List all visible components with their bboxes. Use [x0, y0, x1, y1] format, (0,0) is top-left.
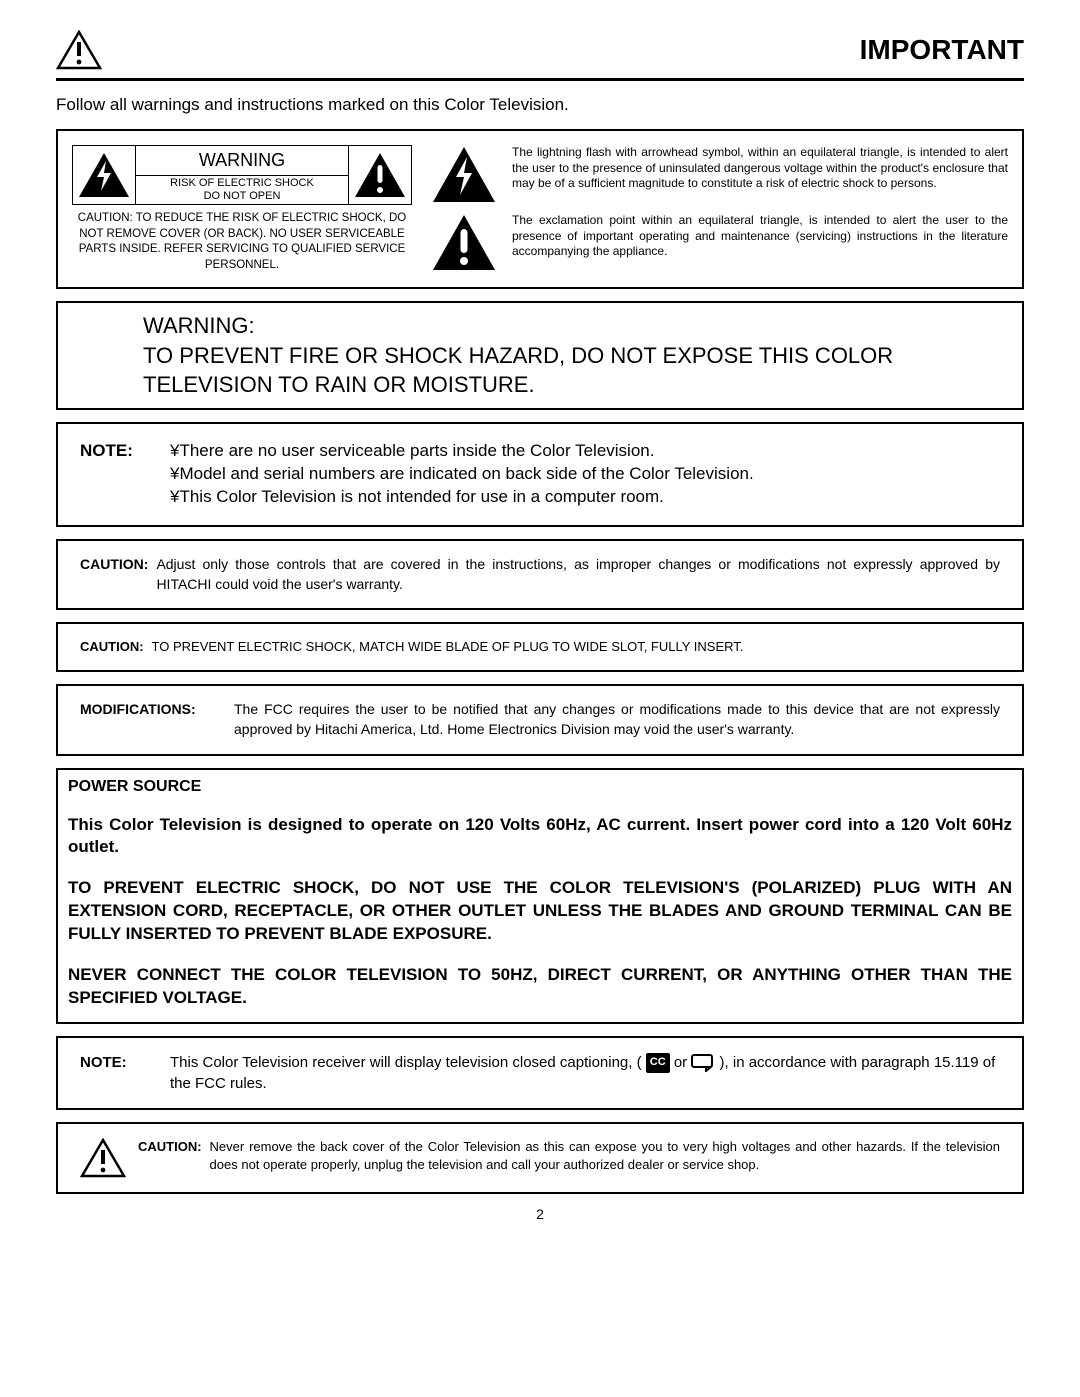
warning-panel: WARNING RISK OF ELECTRIC SHOCK DO NOT OP… [56, 129, 1024, 289]
modifications-box: MODIFICATIONS: The FCC requires the user… [56, 684, 1024, 755]
page: IMPORTANT Follow all warnings and instru… [0, 0, 1080, 1242]
warning-caution-text: CAUTION: TO REDUCE THE RISK OF ELECTRIC … [72, 211, 412, 273]
exclamation-triangle-icon [349, 146, 411, 204]
power-source-p3: NEVER CONNECT THE COLOR TELEVISION TO 50… [68, 964, 1012, 1010]
caution-row: CAUTION: TO PREVENT ELECTRIC SHOCK, MATC… [72, 634, 1008, 660]
note2-row: NOTE: This Color Television receiver wil… [72, 1048, 1008, 1098]
note-box-1: NOTE: ¥There are no user serviceable par… [56, 422, 1024, 527]
note-item: ¥Model and serial numbers are indicated … [170, 463, 754, 486]
modifications-row: MODIFICATIONS: The FCC requires the user… [72, 696, 1008, 743]
caution-label: CAUTION: [138, 1138, 202, 1173]
warning-mid: WARNING RISK OF ELECTRIC SHOCK DO NOT OP… [135, 146, 349, 204]
icon-description-column: The lightning flash with arrowhead symbo… [430, 145, 1008, 273]
page-number: 2 [56, 1206, 1024, 1222]
note-items: ¥There are no user serviceable parts ins… [170, 440, 754, 509]
note-item-text: Model and serial numbers are indicated o… [179, 464, 753, 483]
power-source-p2: TO PREVENT ELECTRIC SHOCK, DO NOT USE TH… [68, 877, 1012, 946]
lightning-triangle-icon [73, 146, 135, 204]
big-warning-box: WARNING: TO PREVENT FIRE OR SHOCK HAZARD… [56, 301, 1024, 410]
caution-label: CAUTION: [80, 555, 148, 594]
cc-badge-icon: CC [646, 1053, 670, 1072]
caution-text: Never remove the back cover of the Color… [210, 1138, 1000, 1173]
warning-outline-icon [56, 30, 102, 70]
warning-sub-line-2: DO NOT OPEN [204, 190, 281, 203]
warning-title: WARNING [136, 146, 348, 176]
power-source-p1: This Color Television is designed to ope… [68, 814, 1012, 860]
modifications-text: The FCC requires the user to be notified… [234, 700, 1000, 739]
warning-subtitle: RISK OF ELECTRIC SHOCK DO NOT OPEN [136, 176, 348, 205]
note-item-text: This Color Television is not intended fo… [179, 487, 663, 506]
intro-text: Follow all warnings and instructions mar… [56, 95, 1024, 115]
note-row: NOTE: ¥There are no user serviceable par… [72, 434, 1008, 515]
warning-header: WARNING RISK OF ELECTRIC SHOCK DO NOT OP… [72, 145, 412, 205]
exclamation-description-row: The exclamation point within an equilate… [430, 213, 1008, 273]
note-item: ¥This Color Television is not intended f… [170, 486, 754, 509]
note-item: ¥There are no user serviceable parts ins… [170, 440, 754, 463]
note-item-text: There are no user serviceable parts insi… [179, 441, 654, 460]
caution-box-2: CAUTION: TO PREVENT ELECTRIC SHOCK, MATC… [56, 622, 1024, 672]
big-warning-heading: WARNING: [143, 311, 937, 341]
exclamation-triangle-icon [430, 213, 498, 273]
power-source-title: POWER SOURCE [68, 778, 1012, 796]
exclamation-description: The exclamation point within an equilate… [512, 213, 1008, 260]
note-box-2: NOTE: This Color Television receiver wil… [56, 1036, 1024, 1110]
note2-text-part-a: This Color Television receiver will disp… [170, 1054, 642, 1071]
final-caution-row: CAUTION: Never remove the back cover of … [72, 1134, 1008, 1182]
lightning-description-row: The lightning flash with arrowhead symbo… [430, 145, 1008, 205]
caution-box-3: CAUTION: Never remove the back cover of … [56, 1122, 1024, 1194]
modifications-label: MODIFICATIONS: [80, 700, 220, 739]
caution-text: Adjust only those controls that are cove… [156, 555, 1000, 594]
final-caution-content: CAUTION: Never remove the back cover of … [138, 1138, 1000, 1173]
big-warning-body: TO PREVENT FIRE OR SHOCK HAZARD, DO NOT … [143, 341, 937, 400]
power-source-box: POWER SOURCE This Color Television is de… [56, 768, 1024, 1025]
note2-text-part-b: or [674, 1054, 692, 1071]
lightning-description: The lightning flash with arrowhead symbo… [512, 145, 1008, 192]
warning-block: WARNING RISK OF ELECTRIC SHOCK DO NOT OP… [72, 145, 412, 273]
warning-outline-icon [80, 1138, 126, 1178]
warning-sub-line-1: RISK OF ELECTRIC SHOCK [170, 177, 314, 190]
header-row: IMPORTANT [56, 30, 1024, 81]
caution-text: TO PREVENT ELECTRIC SHOCK, MATCH WIDE BL… [152, 638, 1000, 656]
caution-box-1: CAUTION: Adjust only those controls that… [56, 539, 1024, 610]
caution-label: CAUTION: [80, 638, 144, 656]
caution-row: CAUTION: Adjust only those controls that… [72, 551, 1008, 598]
note2-text: This Color Television receiver will disp… [170, 1052, 1000, 1094]
note-label: NOTE: [80, 440, 146, 509]
note2-label: NOTE: [80, 1052, 140, 1073]
lightning-triangle-icon [430, 145, 498, 205]
caption-bubble-icon [691, 1054, 715, 1072]
page-title: IMPORTANT [860, 34, 1024, 66]
